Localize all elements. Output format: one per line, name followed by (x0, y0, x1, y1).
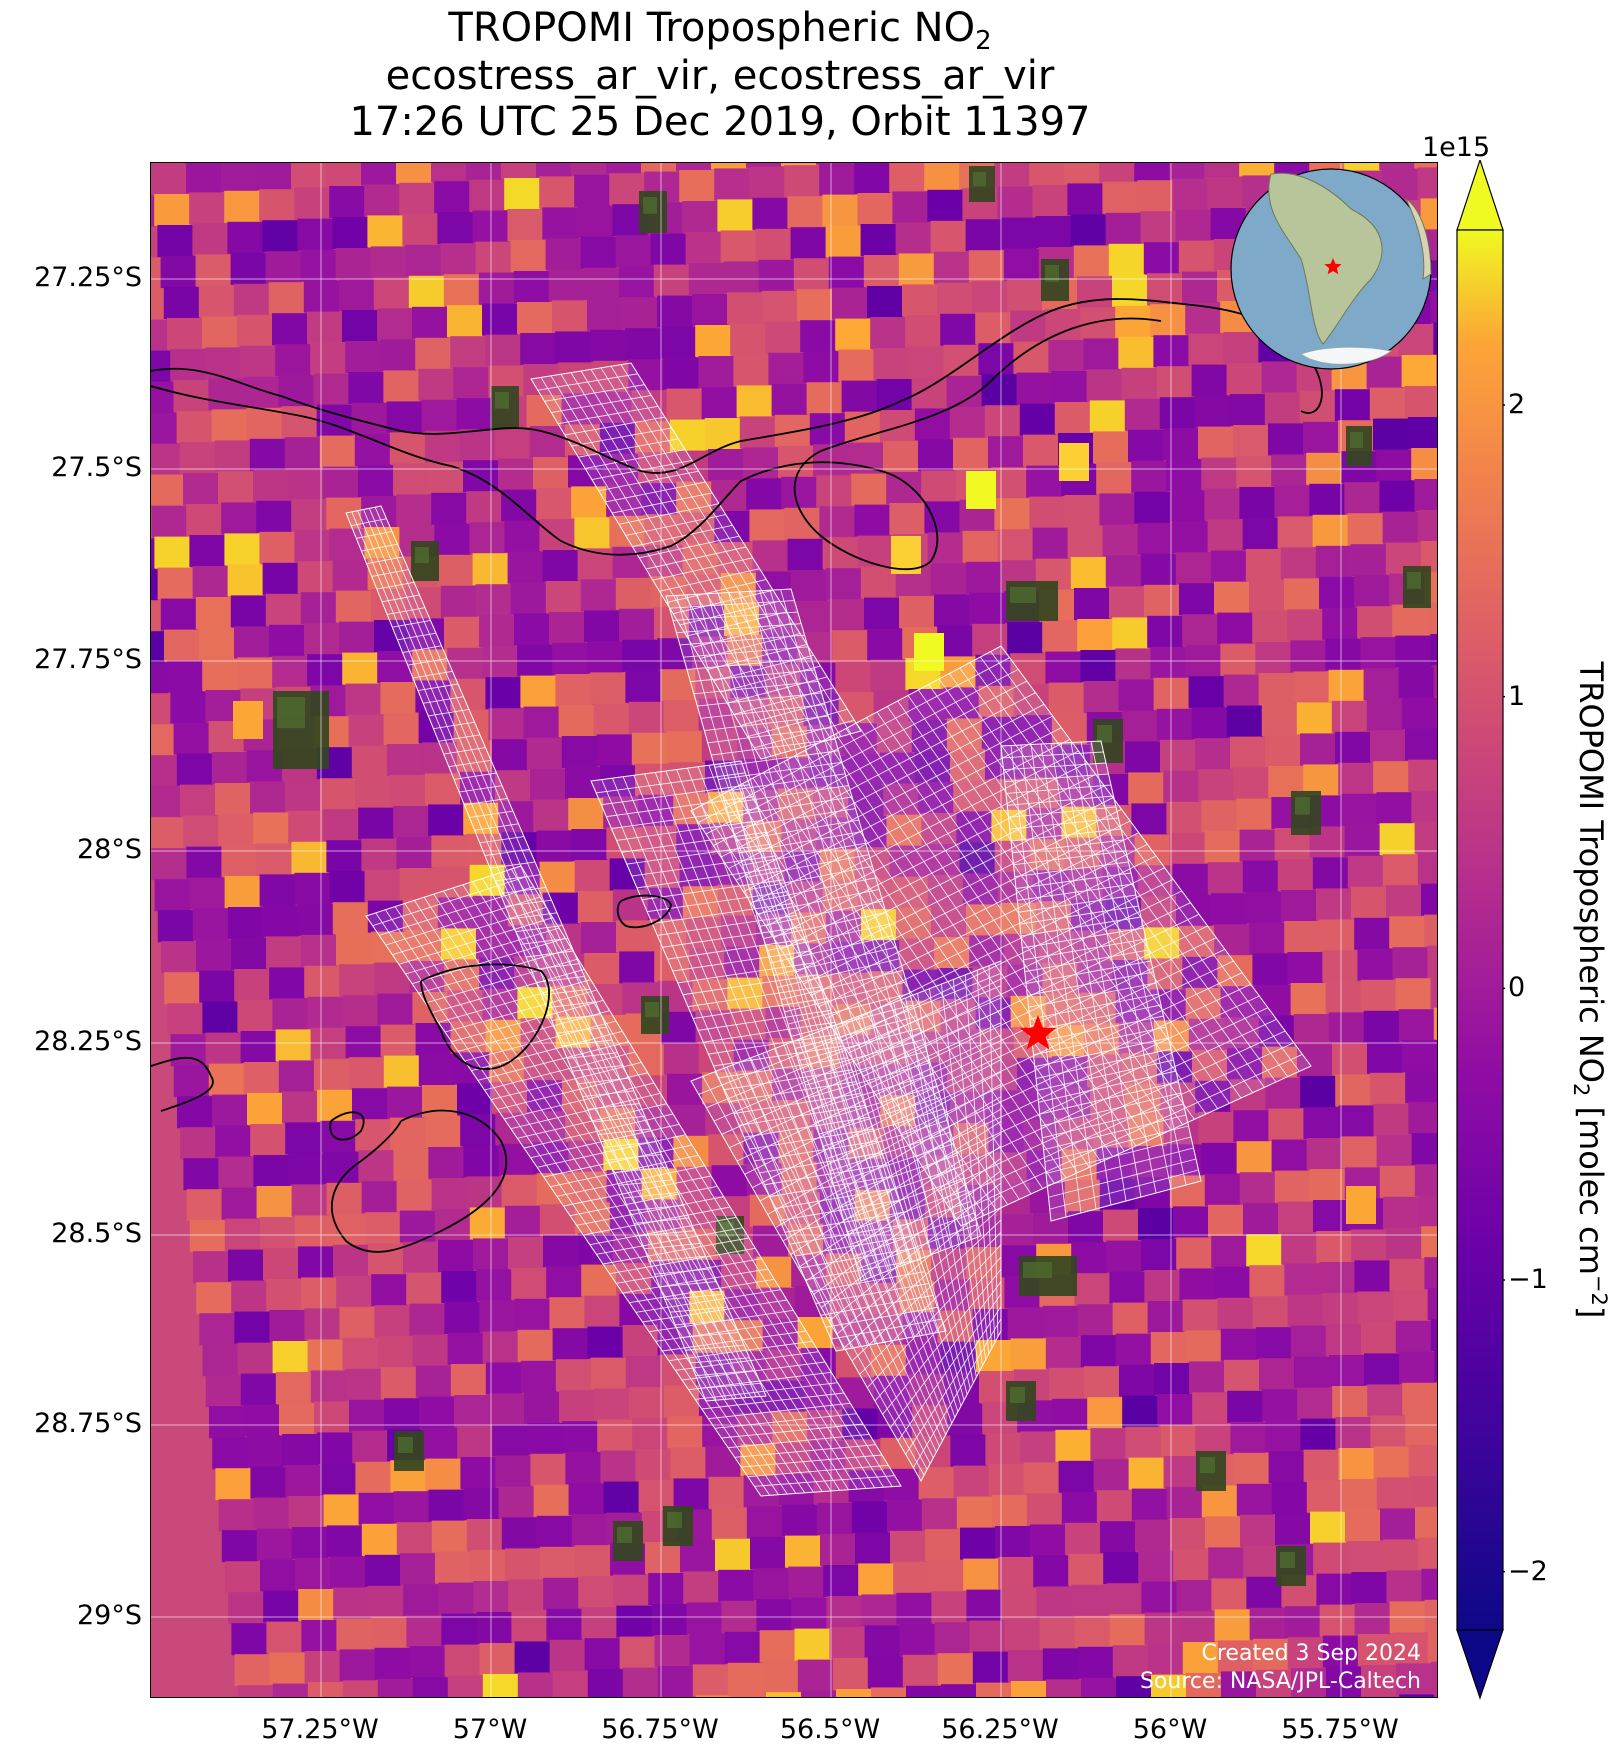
ecostress-footprint-grid (345, 362, 1312, 1497)
river-line (151, 298, 1323, 474)
lat-tick-label: 28.5°S (51, 1218, 142, 1249)
graticule (151, 163, 1437, 1697)
colorbar-label-unit: [molec cm (1572, 1096, 1610, 1275)
colorbar-tick-marks (1503, 404, 1505, 1573)
footprint-mesh (590, 760, 947, 1352)
colorbar-gradient (1456, 229, 1504, 1631)
lon-tick-label: 56°W (1132, 1714, 1208, 1745)
antarctica-shape (1300, 346, 1392, 365)
colorbar-label-main: TROPOMI Tropospheric NO (1572, 661, 1610, 1083)
colorbar-exponent: 1e15 (1422, 132, 1491, 163)
colorbar-max-extend (1456, 160, 1504, 231)
title-main: TROPOMI Tropospheric NO (448, 5, 976, 51)
colorbar-min-extend (1456, 1629, 1504, 1700)
colorbar-label: TROPOMI Tropospheric NO2 [molec cm−2] (1569, 390, 1611, 1590)
river-line (329, 1111, 365, 1141)
star-marker (1019, 1015, 1057, 1050)
colorbar-tick-label: 1 (1508, 680, 1526, 712)
lat-tick-label: 28.75°S (34, 1408, 142, 1439)
colorbar-tick-label: −2 (1508, 1555, 1548, 1587)
lon-tick-label: 56.75°W (601, 1714, 719, 1745)
satellite-imagery-patches (273, 166, 1431, 1586)
site-marker (1019, 1015, 1057, 1050)
globe-star-marker (1324, 258, 1342, 275)
chart-title-line2: ecostress_ar_vir, ecostress_ar_vir (385, 53, 1055, 99)
africa-edge-shape (1404, 197, 1432, 280)
river-line (151, 317, 1162, 570)
credit-source: Source: NASA/JPL-Caltech (1139, 1669, 1421, 1694)
lon-tick-label: 57.25°W (261, 1714, 379, 1745)
title-subscript: 2 (975, 26, 992, 56)
lon-tick-label: 56.5°W (779, 1714, 881, 1745)
lat-tick-label: 28°S (77, 834, 142, 865)
south-america-shape (1268, 172, 1383, 345)
colorbar-label-subscript: 2 (1569, 1082, 1593, 1097)
river-line (420, 963, 550, 1070)
map-plot[interactable] (151, 163, 1438, 1698)
colorbar-tick-label: −1 (1508, 1264, 1548, 1295)
lon-tick-label: 56.25°W (941, 1714, 1059, 1745)
lat-tick-label: 27.75°S (34, 644, 142, 675)
lat-tick-label: 27.5°S (51, 452, 142, 483)
colorbar-tick-label: 2 (1508, 389, 1526, 420)
lat-tick-label: 27.25°S (34, 262, 142, 293)
river-outlines (151, 298, 1323, 1253)
river-line (330, 1109, 508, 1253)
river-line (616, 894, 672, 929)
lon-tick-label: 57°W (452, 1714, 528, 1745)
chart-title-line1: TROPOMI Tropospheric NO2 (0, 6, 1440, 63)
credit-created: Created 3 Sep 2024 (1201, 1641, 1422, 1666)
footprint-mesh (1000, 740, 1202, 1222)
chart-title-line3: 17:26 UTC 25 Dec 2019, Orbit 11397 (349, 99, 1091, 145)
colorbar-tick-label: 0 (1508, 972, 1526, 1004)
locator-globe-inset (1230, 168, 1432, 370)
lon-tick-label: 55.75°W (1281, 1714, 1399, 1745)
lat-tick-label: 28.25°S (34, 1026, 142, 1057)
colorbar-label-superscript: −2 (1587, 1274, 1611, 1306)
map-panel[interactable] (150, 162, 1438, 1698)
footprint-mesh (690, 960, 1002, 1483)
lat-tick-label: 29°S (77, 1600, 142, 1631)
footprint-mesh (365, 865, 902, 1497)
footprint-mesh (665, 588, 982, 1282)
colorbar (1456, 160, 1505, 1700)
river-line (151, 1056, 214, 1112)
colorbar-label-close: ] (1572, 1305, 1610, 1319)
